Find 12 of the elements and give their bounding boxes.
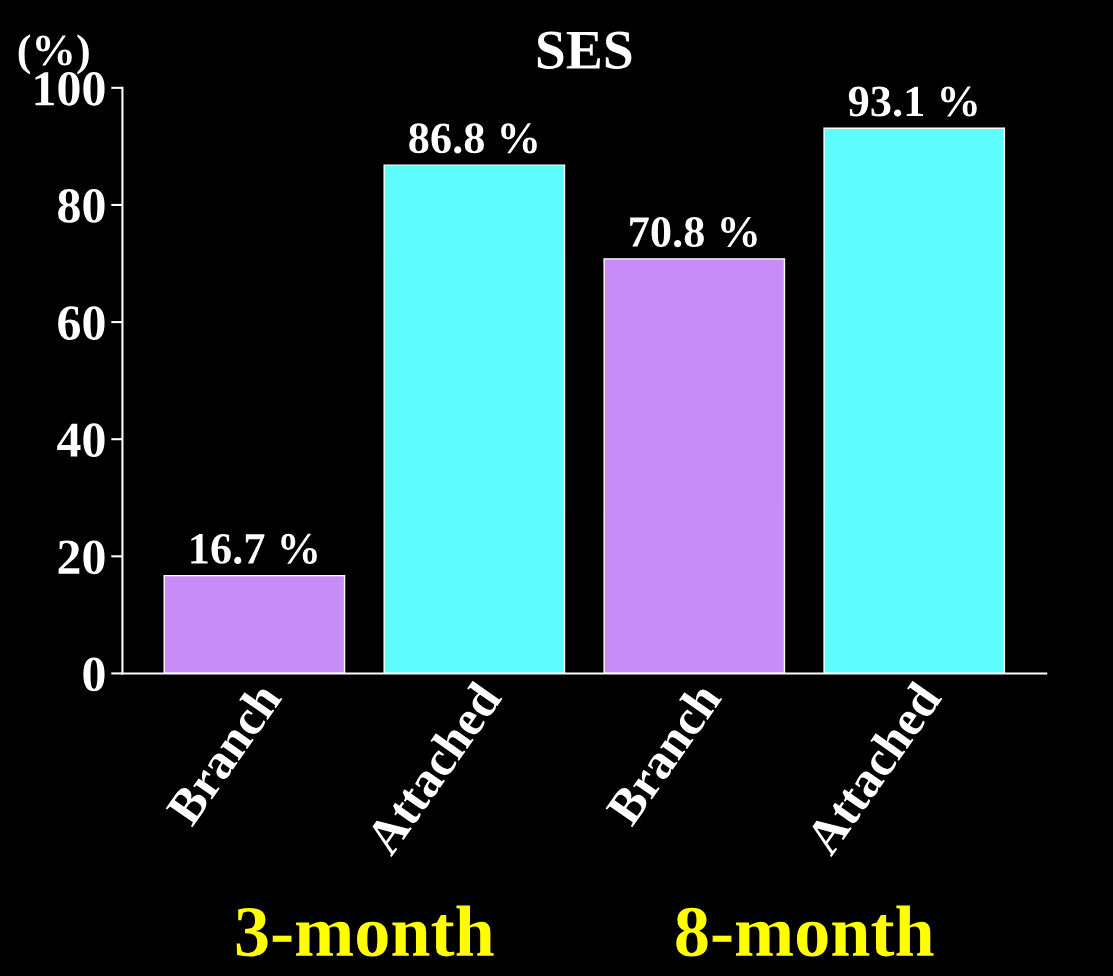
y-tick-label: 0 <box>83 657 105 692</box>
data-label: 93.1 % <box>848 86 977 117</box>
data-label: 86.8 % <box>409 123 537 154</box>
y-tick-label: 80 <box>58 189 105 223</box>
y-tick-label: 20 <box>58 540 105 575</box>
y-tick-label: 40 <box>57 423 105 458</box>
text: 3-month <box>236 905 494 957</box>
data-label: 16.7 % <box>191 533 317 565</box>
text: 8-month <box>676 905 934 957</box>
data-label: 70.8 % <box>630 217 757 248</box>
chart-title: SES <box>537 31 632 69</box>
y-tick-label: 60 <box>58 306 105 340</box>
